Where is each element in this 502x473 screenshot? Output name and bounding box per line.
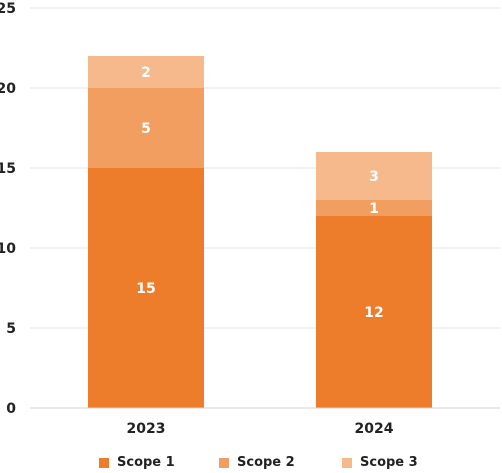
y-tick-label-20: 20 xyxy=(0,81,16,97)
bar-segment-2023-scope-2 xyxy=(88,88,204,168)
data-label-2024-scope-2: 1 xyxy=(369,201,379,217)
bars: 15 5 2 12 1 3 xyxy=(88,56,432,408)
legend-label-scope-2: Scope 2 xyxy=(237,455,295,470)
data-label-2024-scope-3: 3 xyxy=(369,169,379,185)
bar-segment-2024-scope-2 xyxy=(316,200,432,216)
y-tick-label-25: 25 xyxy=(0,1,16,17)
data-label-2023-scope-2: 5 xyxy=(141,121,151,137)
y-tick-label-5: 5 xyxy=(6,321,16,337)
y-tick-label-15: 15 xyxy=(0,161,16,177)
bar-segment-2023-scope-1 xyxy=(88,168,204,408)
legend-swatch-scope-3 xyxy=(342,457,352,468)
bar-segment-2023-scope-3 xyxy=(88,56,204,88)
legend-item-scope-2: Scope 2 xyxy=(219,455,295,470)
legend-item-scope-1: Scope 1 xyxy=(99,455,175,470)
y-tick-label-10: 10 xyxy=(0,241,16,257)
y-tick-label-0: 0 xyxy=(6,401,16,417)
bar-segment-2024-scope-3 xyxy=(316,152,432,200)
data-label-2023-scope-1: 15 xyxy=(136,281,155,297)
x-tick-label-2024: 2024 xyxy=(355,421,394,437)
legend: Scope 1 Scope 2 Scope 3 xyxy=(0,455,502,473)
data-label-2023-scope-3: 2 xyxy=(141,65,151,81)
legend-swatch-scope-1 xyxy=(99,457,109,468)
data-label-2024-scope-1: 12 xyxy=(364,305,383,321)
legend-label-scope-3: Scope 3 xyxy=(360,455,418,470)
legend-item-scope-3: Scope 3 xyxy=(342,455,418,470)
y-axis: 0 5 10 15 20 25 xyxy=(0,1,16,417)
legend-swatch-scope-2 xyxy=(219,457,229,468)
legend-label-scope-1: Scope 1 xyxy=(117,455,175,470)
x-tick-label-2023: 2023 xyxy=(127,421,166,437)
bar-segment-2024-scope-1 xyxy=(316,216,432,408)
x-axis: 2023 2024 xyxy=(30,407,500,437)
